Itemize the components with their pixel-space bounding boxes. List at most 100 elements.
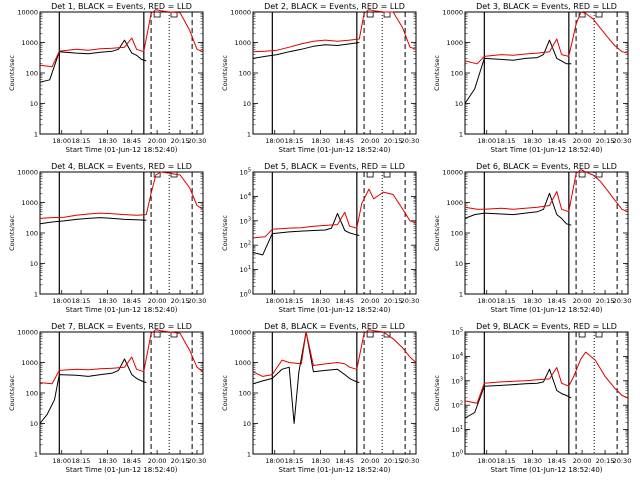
plot-frame [464,11,629,135]
events-series-line [464,39,572,104]
panel-det-3: Det 3, BLACK = Events, RED = LLD 1 10 100 10… [433,2,631,154]
top-marker-box [153,11,161,18]
x-tick-label: 18:30 [523,457,542,465]
x-tick-label: 18:30 [311,137,330,145]
x-tick-label: 18:15 [72,457,91,465]
x-tick-label: 20:15 [384,297,403,305]
y-tick-label: 1 [247,451,251,459]
y-tick-label: 101 [452,425,463,434]
y-tick-label: 102 [240,241,251,250]
y-tick-label: 1 [34,131,38,139]
panel-det-1: Det 1, BLACK = Events, RED = LLD 1 10 100 10… [8,2,206,154]
x-tick-label: 18:15 [285,137,304,145]
x-tick-label: 20:30 [613,457,632,465]
x-tick-label: 18:15 [497,137,516,145]
panel-title: Det 2, BLACK = Events, RED = LLD [264,2,405,11]
lld-series-line [464,169,629,213]
y-axis-label: Counts/sec [8,215,16,251]
lld-series-line [39,9,204,68]
y-tick-label: 10000 [17,329,38,337]
panel-det-5: Det 5, BLACK = Events, RED = LLD 100 101 10… [221,162,419,314]
y-tick-label: 102 [452,401,463,410]
top-marker-box [366,11,374,18]
x-tick-label: 20:15 [171,457,190,465]
y-axis-label: Counts/sec [433,375,441,411]
x-tick-label: 20:30 [401,457,420,465]
y-tick-label: 10000 [442,169,463,177]
top-marker-box [595,171,603,178]
x-tick-label: 18:30 [98,297,117,305]
plot-frame [39,171,204,295]
panel-title: Det 7, BLACK = Events, RED = LLD [51,322,192,331]
y-tick-label: 100 [26,70,38,78]
y-axis-label: Counts/sec [8,55,16,91]
x-tick-label: 20:15 [596,137,615,145]
y-tick-label: 10 [243,420,251,428]
top-marker-box [595,331,603,338]
y-tick-label: 1000 [234,359,251,367]
lld-series-line [464,351,629,404]
plot-frame [252,171,417,295]
y-tick-label: 103 [452,376,463,385]
x-tick-label: 20:30 [401,297,420,305]
x-tick-label: 18:00 [52,297,71,305]
x-tick-label: 18:30 [523,297,542,305]
y-tick-label: 1 [247,131,251,139]
panel-title: Det 3, BLACK = Events, RED = LLD [476,2,617,11]
plot-frame [464,171,629,295]
y-tick-label: 100 [452,450,463,459]
top-marker-box [383,171,391,178]
top-marker-box [383,11,391,18]
y-tick-label: 105 [452,328,463,337]
y-tick-label: 100 [451,70,463,78]
x-tick-label: 18:00 [477,297,496,305]
x-axis-label: Start Time (01-Jun-12 18:52:40) [491,466,603,474]
x-tick-label: 20:00 [148,457,167,465]
y-tick-label: 104 [240,192,251,201]
y-tick-label: 100 [26,230,38,238]
x-tick-label: 20:00 [148,137,167,145]
x-tick-label: 18:45 [122,137,141,145]
x-tick-label: 18:00 [265,457,284,465]
panel-det-7: Det 7, BLACK = Events, RED = LLD 1 10 100 10… [8,322,206,474]
y-tick-label: 10000 [17,9,38,17]
y-tick-label: 10000 [442,9,463,17]
plot-frame [252,11,417,135]
panel-title: Det 9, BLACK = Events, RED = LLD [476,322,617,331]
x-tick-label: 20:15 [171,137,190,145]
y-tick-label: 1000 [21,39,38,47]
top-marker-box [366,331,374,338]
y-axis-label: Counts/sec [433,215,441,251]
x-tick-label: 20:00 [148,297,167,305]
y-tick-label: 1 [459,131,463,139]
events-series-line [252,331,360,424]
panel-title: Det 4, BLACK = Events, RED = LLD [51,162,192,171]
lld-series-line [252,9,417,53]
y-tick-label: 10 [30,420,38,428]
lld-series-line [464,11,629,65]
x-tick-label: 18:00 [52,137,71,145]
x-tick-label: 20:30 [613,137,632,145]
x-tick-label: 18:30 [311,297,330,305]
x-tick-label: 18:00 [477,457,496,465]
x-tick-label: 20:30 [188,457,207,465]
events-series-line [464,368,572,419]
panel-det-2: Det 2, BLACK = Events, RED = LLD 1 10 100 10… [221,2,419,154]
y-tick-label: 101 [240,265,251,274]
y-axis-label: Counts/sec [221,375,229,411]
panel-title: Det 6, BLACK = Events, RED = LLD [476,162,617,171]
x-tick-label: 20:00 [573,457,592,465]
panel-det-4: Det 4, BLACK = Events, RED = LLD 1 10 100 10… [8,162,206,314]
x-tick-label: 20:30 [188,297,207,305]
y-axis-label: Counts/sec [221,215,229,251]
plot-frame [252,331,417,455]
lld-series-line [252,329,417,377]
y-tick-label: 104 [452,352,463,361]
y-tick-label: 10 [455,260,463,268]
x-tick-label: 20:00 [573,297,592,305]
x-tick-label: 18:00 [52,457,71,465]
x-tick-label: 18:15 [72,137,91,145]
plot-frame [464,331,629,455]
top-marker-box [595,11,603,18]
events-series-line [464,192,572,226]
